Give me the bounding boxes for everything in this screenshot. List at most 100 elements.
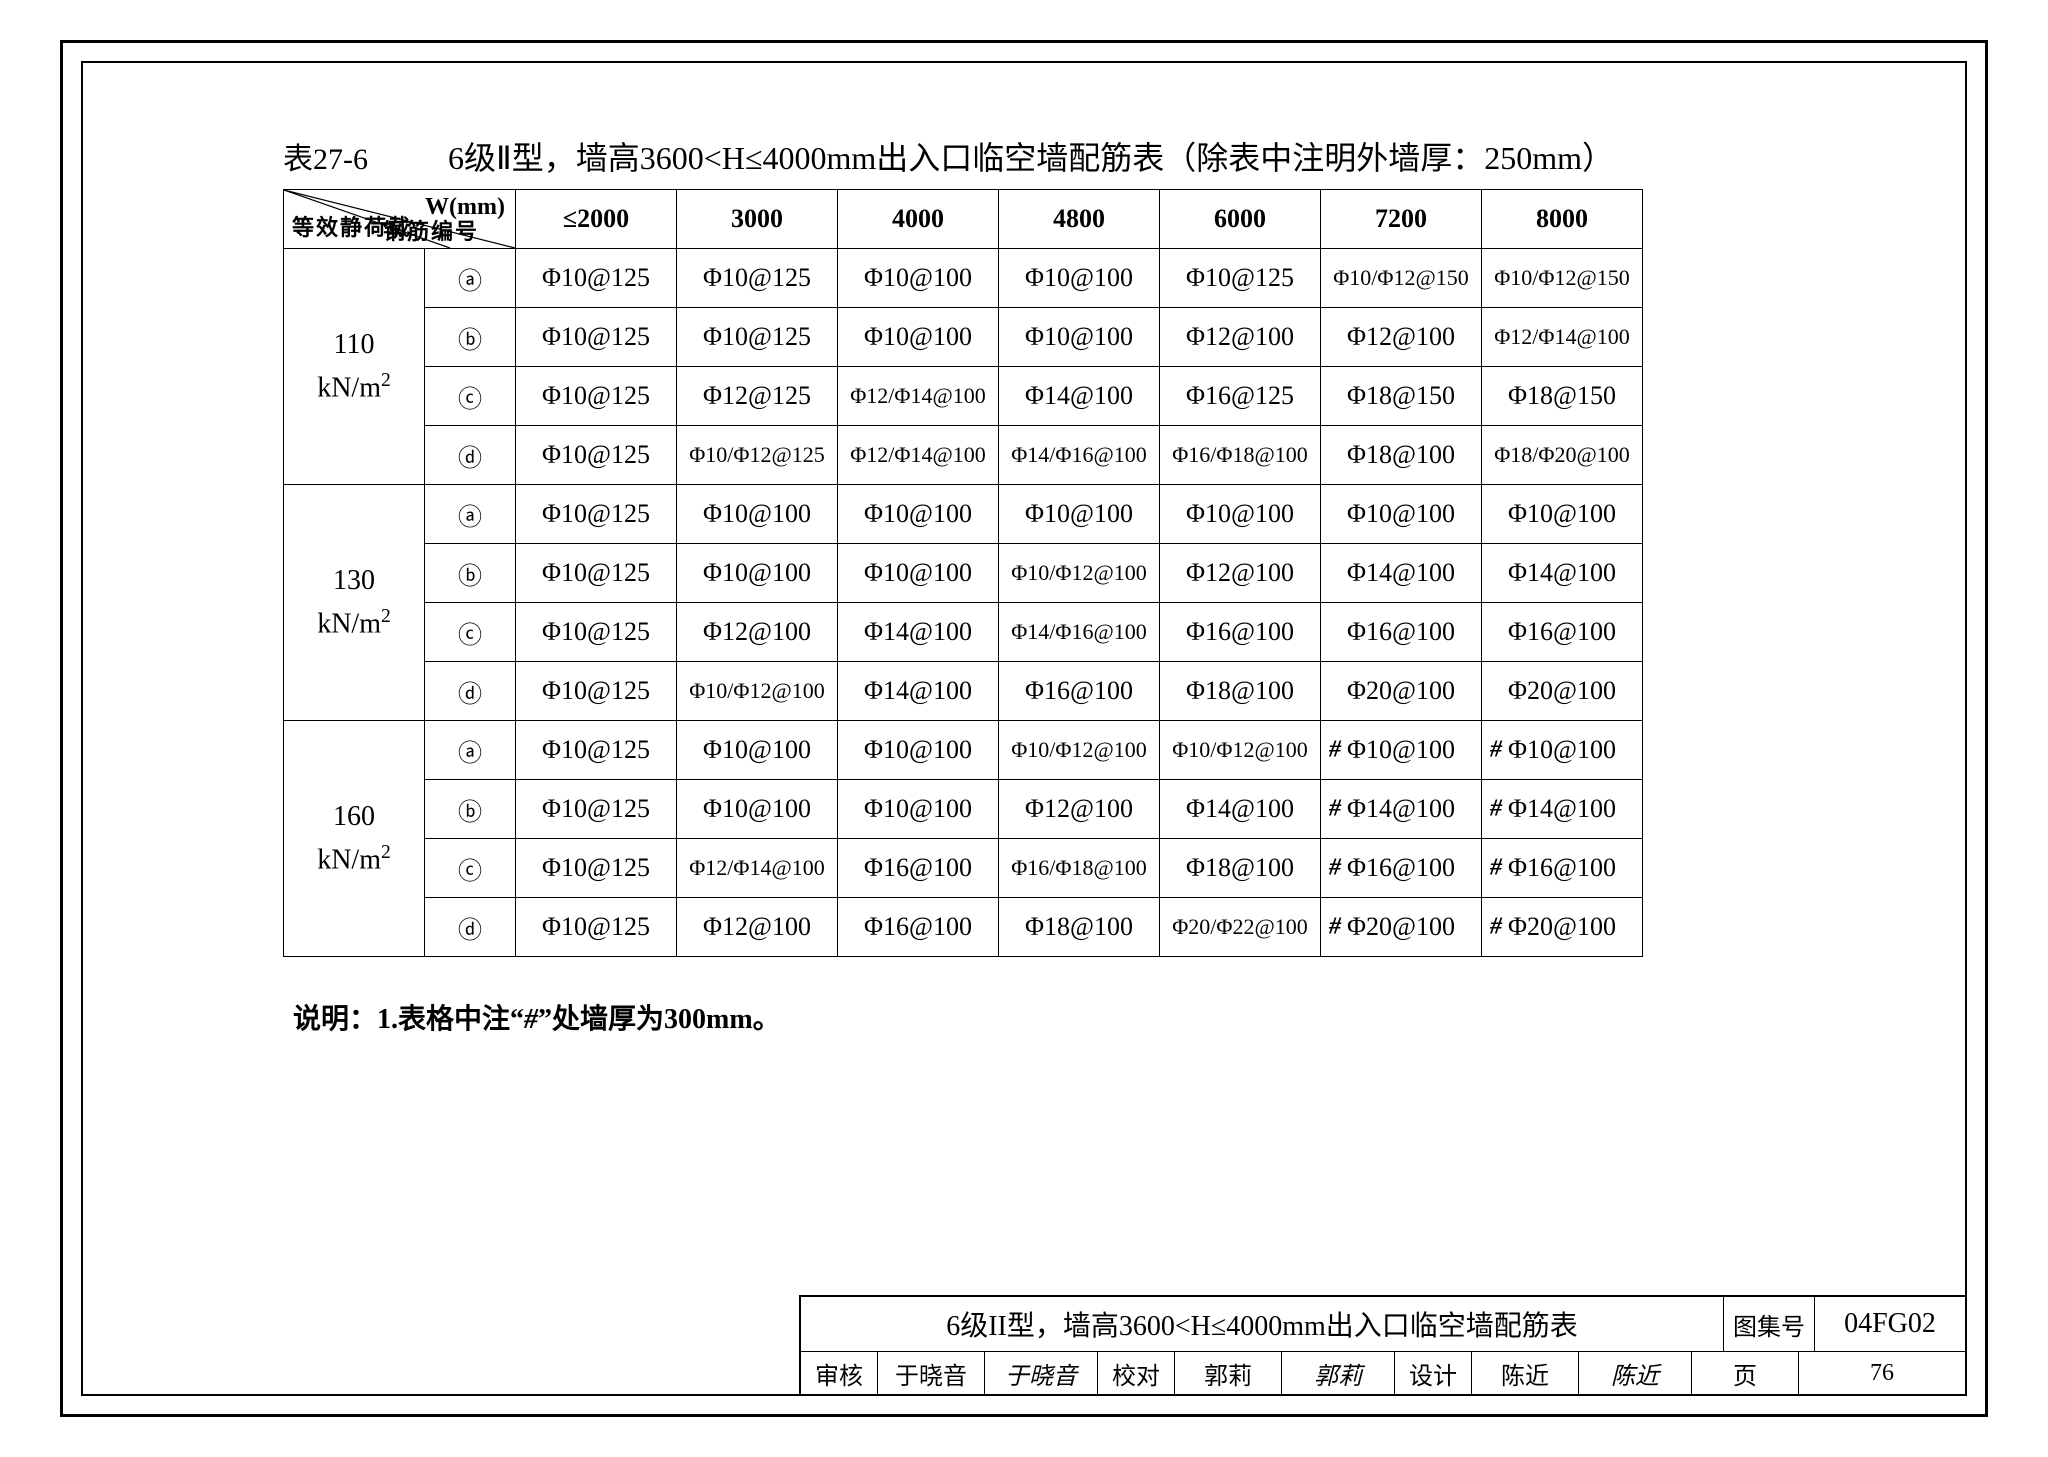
- data-cell: Φ10/Φ12@125: [677, 426, 838, 485]
- data-cell: Φ10@100: [838, 249, 999, 308]
- data-cell: Φ10@125: [1160, 249, 1321, 308]
- footnote: 说明：1.表格中注“#”处墙厚为300mm。: [293, 997, 1845, 1037]
- data-cell: Φ10@125: [516, 485, 677, 544]
- data-cell: Φ10@100: [1160, 485, 1321, 544]
- data-cell: Φ12@100: [677, 898, 838, 957]
- data-cell: Φ16@100: [838, 839, 999, 898]
- data-cell: Φ18/Φ20@100: [1482, 426, 1643, 485]
- data-cell: Φ10@125: [516, 839, 677, 898]
- data-cell: Φ12@100: [1321, 308, 1482, 367]
- data-cell: Φ14@100: [838, 662, 999, 721]
- tb-role-label: 设计: [1395, 1352, 1472, 1394]
- data-cell: Φ10@125: [677, 249, 838, 308]
- rebar-code: ⓐ: [425, 485, 516, 544]
- data-cell: #Φ16@100: [1321, 839, 1482, 898]
- data-cell: Φ20@100: [1321, 662, 1482, 721]
- page-number: 76: [1799, 1352, 1965, 1394]
- data-cell: Φ10@125: [516, 780, 677, 839]
- data-cell: Φ14@100: [1321, 544, 1482, 603]
- data-cell: Φ12/Φ14@100: [838, 426, 999, 485]
- rebar-table: W(mm) 等效静荷载 钢筋编号 ≤2000300040004800600072…: [283, 189, 1643, 957]
- data-cell: Φ18@100: [1321, 426, 1482, 485]
- data-cell: Φ12@125: [677, 367, 838, 426]
- tb-name: 郭莉: [1175, 1352, 1282, 1394]
- data-cell: Φ10@125: [516, 249, 677, 308]
- data-cell: #Φ20@100: [1321, 898, 1482, 957]
- table-title: 6级Ⅱ型，墙高3600<H≤4000mm出入口临空墙配筋表（除表中注明外墙厚：2…: [448, 133, 1614, 179]
- data-cell: Φ10@125: [516, 721, 677, 780]
- data-cell: Φ12/Φ14@100: [838, 367, 999, 426]
- data-cell: Φ10/Φ12@100: [999, 544, 1160, 603]
- data-cell: Φ10@100: [1482, 485, 1643, 544]
- data-cell: Φ10@125: [516, 662, 677, 721]
- tb-role-label: 校对: [1098, 1352, 1175, 1394]
- set-label: 图集号: [1724, 1297, 1815, 1351]
- data-cell: Φ10@125: [516, 426, 677, 485]
- data-cell: #Φ20@100: [1482, 898, 1643, 957]
- rebar-code: ⓓ: [425, 662, 516, 721]
- data-cell: Φ10@100: [838, 485, 999, 544]
- data-cell: Φ10@125: [516, 898, 677, 957]
- col-header: 3000: [677, 190, 838, 249]
- tb-role-label: 审核: [801, 1352, 878, 1394]
- data-cell: Φ10@100: [1321, 485, 1482, 544]
- data-cell: Φ14@100: [1482, 544, 1643, 603]
- col-header: 4800: [999, 190, 1160, 249]
- data-cell: Φ14@100: [999, 367, 1160, 426]
- data-cell: Φ16@100: [838, 898, 999, 957]
- data-cell: Φ10/Φ12@100: [677, 662, 838, 721]
- tb-name: 于晓音: [878, 1352, 985, 1394]
- col-header: 8000: [1482, 190, 1643, 249]
- rebar-code: ⓒ: [425, 367, 516, 426]
- title-block: 6级II型，墙高3600<H≤4000mm出入口临空墙配筋表 图集号 04FG0…: [799, 1295, 1965, 1394]
- rebar-code: ⓑ: [425, 544, 516, 603]
- col-header: 6000: [1160, 190, 1321, 249]
- rebar-code: ⓓ: [425, 426, 516, 485]
- data-cell: Φ10@100: [838, 721, 999, 780]
- rebar-code: ⓑ: [425, 780, 516, 839]
- rebar-code: ⓒ: [425, 603, 516, 662]
- data-cell: Φ10@100: [999, 485, 1160, 544]
- data-cell: Φ16@125: [1160, 367, 1321, 426]
- data-cell: Φ18@100: [1160, 839, 1321, 898]
- tb-name: 陈近: [1472, 1352, 1579, 1394]
- page-label: 页: [1692, 1352, 1799, 1394]
- data-cell: #Φ10@100: [1482, 721, 1643, 780]
- data-cell: Φ10@125: [516, 603, 677, 662]
- data-cell: Φ10@100: [999, 308, 1160, 367]
- data-cell: Φ10@100: [677, 721, 838, 780]
- data-cell: Φ10@125: [516, 544, 677, 603]
- data-cell: Φ16@100: [1482, 603, 1643, 662]
- data-cell: #Φ14@100: [1321, 780, 1482, 839]
- data-cell: Φ12/Φ14@100: [1482, 308, 1643, 367]
- tb-signature: 陈近: [1579, 1352, 1692, 1394]
- col-header: 4000: [838, 190, 999, 249]
- table-number: 表27-6: [283, 134, 368, 178]
- data-cell: Φ12@100: [1160, 308, 1321, 367]
- data-cell: Φ18@150: [1321, 367, 1482, 426]
- data-cell: Φ18@100: [999, 898, 1160, 957]
- col-header: ≤2000: [516, 190, 677, 249]
- data-cell: Φ10@125: [516, 367, 677, 426]
- load-cell: 110kN/m2: [284, 249, 425, 485]
- tb-signature: 郭莉: [1282, 1352, 1395, 1394]
- data-cell: #Φ10@100: [1321, 721, 1482, 780]
- data-cell: Φ12@100: [1160, 544, 1321, 603]
- data-cell: #Φ14@100: [1482, 780, 1643, 839]
- diag-bot-label: 钢筋编号: [383, 214, 479, 246]
- load-cell: 130kN/m2: [284, 485, 425, 721]
- data-cell: Φ10@125: [677, 308, 838, 367]
- data-cell: Φ16/Φ18@100: [999, 839, 1160, 898]
- data-cell: Φ10/Φ12@100: [999, 721, 1160, 780]
- data-cell: Φ14@100: [838, 603, 999, 662]
- data-cell: Φ10@100: [838, 308, 999, 367]
- data-cell: Φ10/Φ12@150: [1321, 249, 1482, 308]
- data-cell: Φ16/Φ18@100: [1160, 426, 1321, 485]
- drawing-title: 6级II型，墙高3600<H≤4000mm出入口临空墙配筋表: [801, 1297, 1724, 1351]
- rebar-code: ⓐ: [425, 721, 516, 780]
- data-cell: Φ18@100: [1160, 662, 1321, 721]
- header-diagonal: W(mm) 等效静荷载 钢筋编号: [284, 190, 516, 249]
- data-cell: Φ20/Φ22@100: [1160, 898, 1321, 957]
- data-cell: Φ10@100: [677, 544, 838, 603]
- data-cell: Φ14@100: [1160, 780, 1321, 839]
